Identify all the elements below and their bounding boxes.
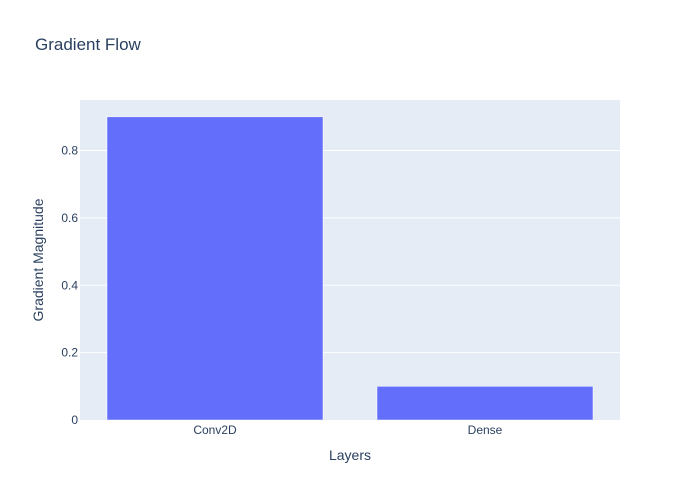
y-axis-ticks: 0 0.2 0.4 0.6 0.8 — [61, 144, 78, 427]
bars — [106, 116, 594, 421]
x-tick-label-conv2d: Conv2D — [193, 423, 237, 437]
x-tick-label-dense: Dense — [468, 423, 503, 437]
x-axis-ticks: Conv2D Dense — [193, 423, 502, 437]
y-tick-label: 0 — [71, 413, 78, 427]
y-axis-title: Gradient Magnitude — [30, 198, 46, 321]
bar-conv2d[interactable] — [106, 116, 324, 421]
y-tick-label: 0.6 — [61, 211, 78, 225]
y-tick-label: 0.2 — [61, 346, 78, 360]
y-tick-label: 0.4 — [61, 278, 78, 292]
bar-dense[interactable] — [376, 386, 594, 421]
x-axis-title: Layers — [329, 447, 371, 463]
y-tick-label: 0.8 — [61, 144, 78, 158]
chart-title: Gradient Flow — [35, 35, 142, 54]
